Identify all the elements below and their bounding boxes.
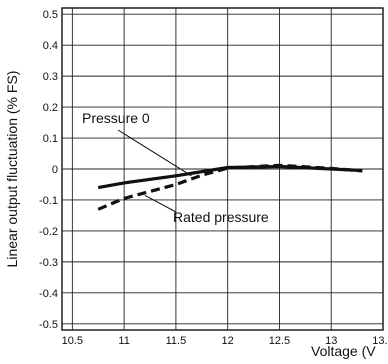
- x-axis-title: Voltage (V: [311, 343, 376, 359]
- series-line-1: [97, 164, 363, 190]
- annotation-label: Pressure 0: [82, 110, 150, 126]
- y-tick-label: -0.2: [39, 226, 58, 238]
- series: [97, 163, 363, 211]
- x-tick-label: 12.5: [269, 335, 290, 347]
- y-tick-label: 0.4: [43, 40, 58, 52]
- y-tick-label: 0.5: [43, 9, 58, 21]
- x-tick-label: 13.5: [372, 335, 388, 347]
- y-tick-label: -0.5: [39, 319, 58, 331]
- annotation-leader-line: [144, 194, 177, 213]
- y-tick-label: -0.4: [39, 288, 58, 300]
- x-tick-label: 12: [222, 335, 234, 347]
- y-axis-title: Linear output fluctuation (% FS): [4, 71, 20, 268]
- y-tick-label: 0.2: [43, 102, 58, 114]
- y-tick-label: -0.1: [39, 195, 58, 207]
- y-tick-label: 0: [52, 164, 58, 176]
- y-tick-label: 0.3: [43, 71, 58, 83]
- annotation-leader-line: [117, 129, 192, 177]
- series-line-2: [97, 163, 363, 211]
- y-tick-label: -0.3: [39, 257, 58, 269]
- x-tick-label: 13: [325, 335, 337, 347]
- x-tick-label: 10.5: [62, 335, 83, 347]
- annotations: Pressure 0 Rated pressure: [82, 110, 269, 225]
- x-tick-label: 11.5: [166, 335, 187, 347]
- x-tick-label: 11: [118, 335, 129, 347]
- annotation-label: Rated pressure: [173, 209, 269, 225]
- y-tick-label: 0.1: [43, 133, 58, 145]
- tick-labels: 10.5 11 11.5 12 12.5 13 13.5 0.5 0.4 0.3 0.2 0.1 0 -0…: [39, 9, 388, 347]
